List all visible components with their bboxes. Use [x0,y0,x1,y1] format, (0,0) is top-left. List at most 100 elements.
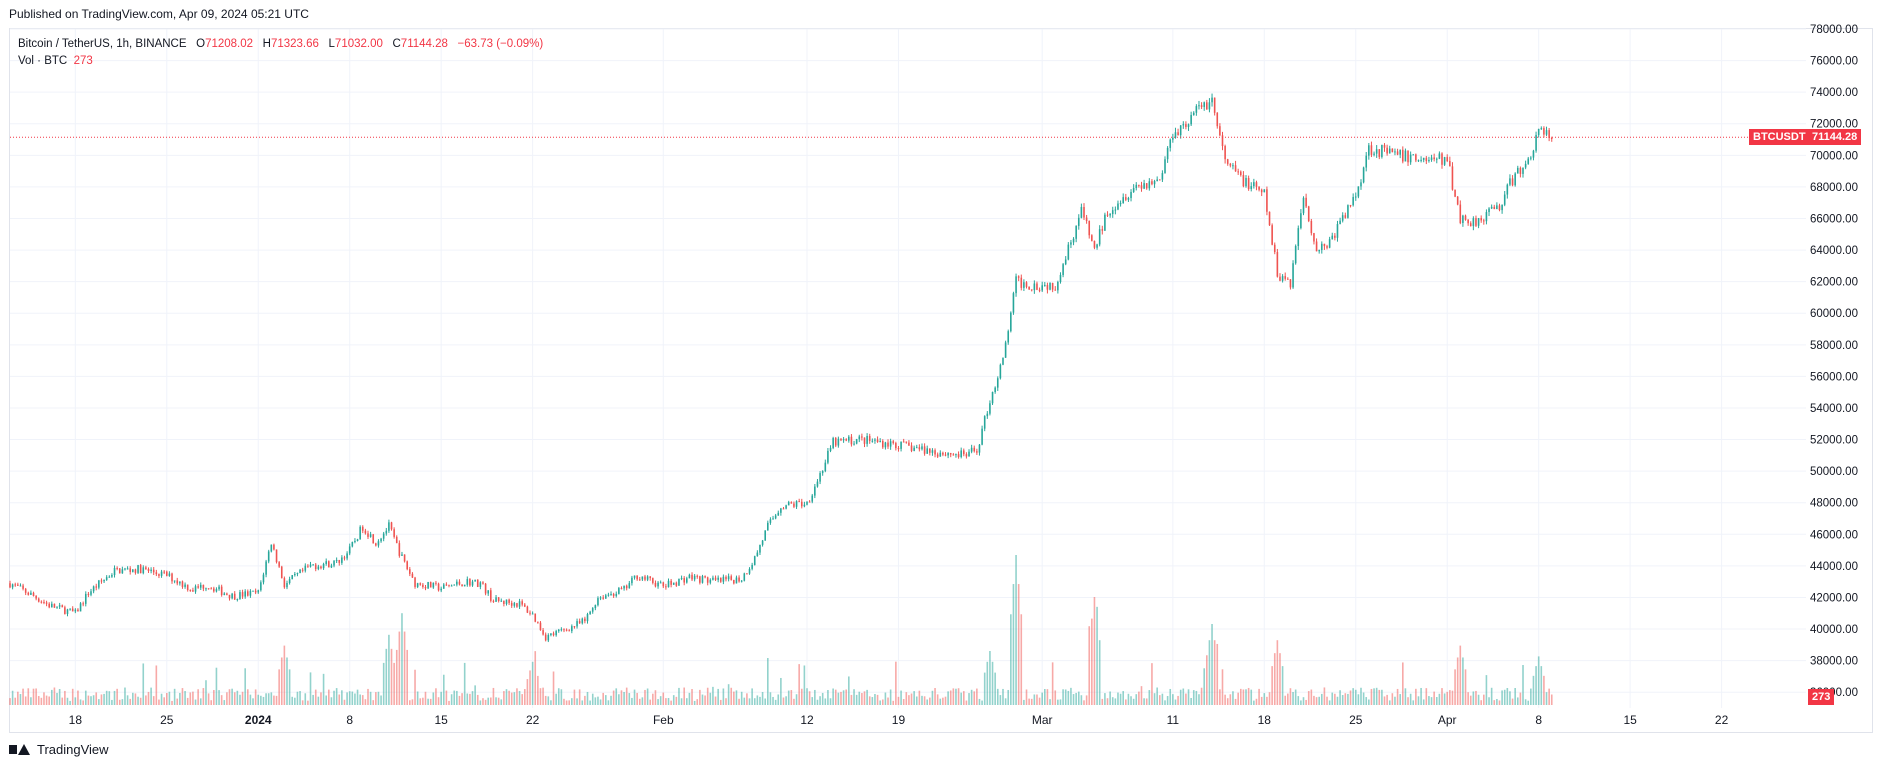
candle-body [1268,211,1271,226]
volume-bar [202,688,205,705]
volume-bar [95,692,98,705]
volume-bar [513,692,516,705]
volume-bar [220,695,223,705]
candle-body [1467,219,1469,224]
volume-bar [341,690,343,705]
volume-bar [103,693,105,705]
candle-body [665,586,667,588]
candle-body [1064,259,1067,265]
volume-bar [560,689,563,705]
candle-body [887,442,889,447]
candle-body [445,584,448,586]
candle-body [92,586,95,592]
candle-body [393,529,395,537]
volume-bar [986,661,989,705]
candle-body [278,562,280,567]
candle-body [267,551,270,562]
volume-bar [1388,700,1391,705]
volume-bar [461,693,463,705]
candle-body [1378,149,1381,157]
candle-body [341,557,343,563]
footer-branding[interactable]: TradingView [9,742,109,757]
volume-bar [442,674,445,705]
volume-bar [887,697,889,705]
candle-body [981,428,983,445]
candle-body [40,601,43,603]
volume-bar [1119,693,1122,705]
volume-bar [968,693,970,705]
candle-body [1271,225,1273,245]
volume-bar [27,688,30,705]
candle-body [320,566,322,569]
candle-body [874,439,876,441]
price-tick-label: 76000.00 [1810,56,1858,68]
candle-body [808,501,811,503]
volume-bar [1017,584,1020,705]
candle-body [516,603,518,607]
candle-body [1394,151,1396,153]
volume-bar [1242,689,1245,705]
volume-bar [320,692,322,705]
volume-bar [458,695,461,705]
volume-bar [983,672,986,705]
volume-bar [767,658,769,705]
volume-bar [1472,691,1475,705]
volume-bar [516,688,518,705]
volume-bar [1033,694,1036,705]
candle-body [223,593,226,595]
volume-bar [1177,695,1179,705]
candle-body [213,588,215,592]
candle-body [740,580,743,582]
candle-body [142,567,145,574]
candle-body [124,568,126,570]
candle-body [74,609,77,612]
candle-body [902,441,905,443]
volume-bar [753,698,756,705]
volume-bar [832,688,834,705]
volume-bar [116,688,118,705]
candle-body [1326,246,1328,248]
volume-bar [1219,689,1221,705]
volume-bar [1260,696,1263,705]
candle-body [90,591,92,595]
volume-bar [1378,689,1381,705]
volume-bar [317,696,320,705]
volume-bar [19,694,22,705]
volume-bar [1402,662,1404,705]
volume-bar [550,700,552,705]
volume-bar [194,699,197,705]
candle-body [9,583,11,588]
volume-bar [1449,690,1451,705]
candle-body [644,576,646,580]
candle-body [678,579,680,586]
candle-body [571,626,573,632]
volume-bar [1054,690,1057,705]
price-tick-label: 40000.00 [1810,624,1858,636]
candle-body [1441,153,1443,165]
candle-body [513,603,516,606]
candle-body [333,560,335,566]
volume-bar [254,689,257,705]
volume-bar [929,697,931,705]
candle-body [529,612,531,614]
volume-bar [654,690,657,705]
candle-body [19,585,22,587]
candle-body [1472,218,1475,227]
candle-body [1362,167,1365,183]
candle-body [714,577,717,580]
candle-body [1449,160,1451,167]
candle-body [848,436,850,441]
volume-bar [121,699,124,705]
volume-bar [1302,697,1305,705]
volume-bar [286,657,288,705]
candle-body [1438,153,1441,159]
volume-bar [403,631,406,705]
volume-bar [1532,675,1535,705]
candle-body [837,438,840,446]
volume-bar [419,698,422,705]
price-tick-label: 72000.00 [1810,119,1858,131]
candle-body [1130,191,1132,199]
candle-body [604,595,607,599]
candle-body [244,591,246,597]
